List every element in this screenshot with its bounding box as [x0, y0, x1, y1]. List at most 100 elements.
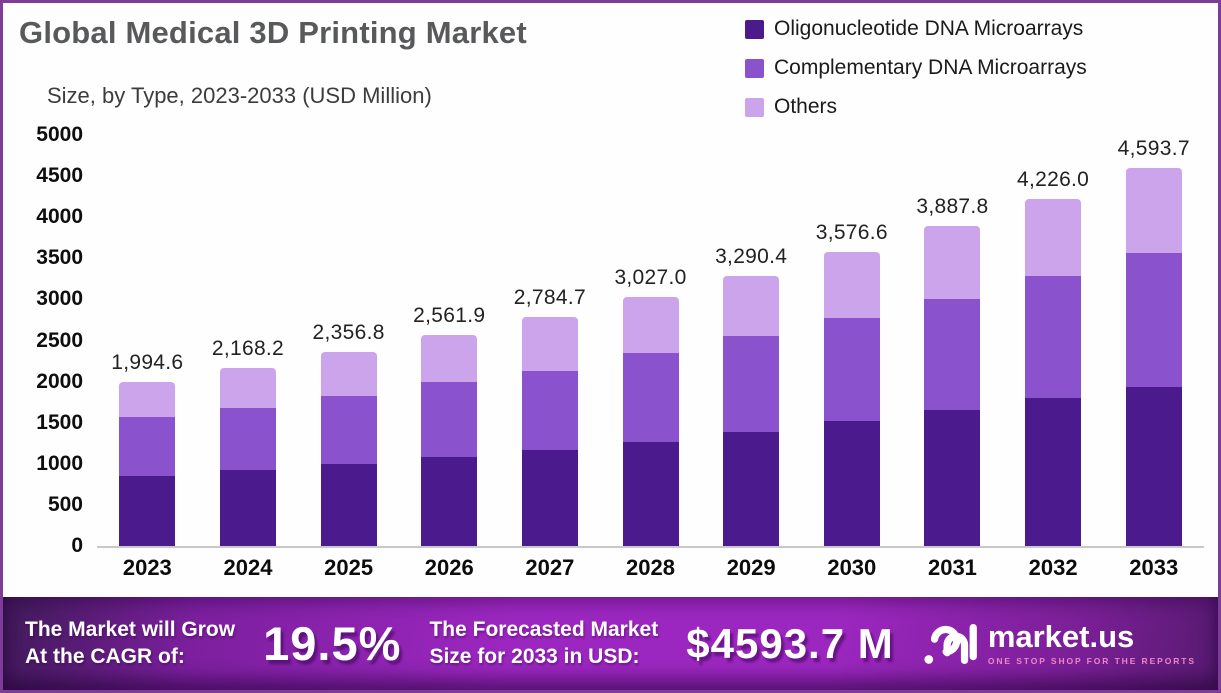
- y-tick-label: 5000: [36, 123, 83, 146]
- y-tick-label: 4000: [36, 205, 83, 229]
- y-tick-label: 1500: [36, 410, 83, 434]
- bar-segment-oligonucleotide: [421, 456, 478, 546]
- legend-swatch: [745, 58, 764, 78]
- bar-value-label: 3,576.6: [815, 221, 888, 245]
- bar-group: 4,226.0: [1003, 135, 1104, 546]
- bar-segment-oligonucleotide: [1025, 398, 1082, 546]
- y-tick-label: 3500: [36, 246, 83, 270]
- bar-segment-others: [723, 275, 780, 337]
- bar-stack: [1125, 168, 1182, 546]
- bar-stack: [622, 297, 679, 546]
- page-title: Global Medical 3D Printing Market: [19, 15, 527, 50]
- legend: Oligonucleotide DNA Microarrays Compleme…: [745, 17, 1087, 134]
- bar-group: 4,593.7: [1103, 135, 1204, 546]
- bar-segment-others: [521, 317, 578, 371]
- x-tick-label: 2033: [1129, 555, 1179, 580]
- bar-value-label: 2,784.7: [513, 286, 586, 310]
- bar-segment-oligonucleotide: [723, 431, 780, 546]
- legend-label: Oligonucleotide DNA Microarrays: [774, 17, 1084, 40]
- bar-segment-others: [924, 226, 981, 300]
- bar-segment-others: [622, 297, 679, 353]
- y-axis: 0 500 1000 1500 2000 2500 3000 3500 4000 4500 5000: [9, 123, 83, 557]
- y-tick-label: 3000: [36, 287, 83, 311]
- x-tick-label: 2024: [223, 555, 273, 580]
- bar-segment-others: [320, 352, 377, 397]
- bar-segment-complementary: [421, 382, 478, 457]
- legend-item: Complementary DNA Microarrays: [745, 56, 1087, 80]
- bar-segment-complementary: [119, 416, 176, 477]
- legend-label: Others: [774, 95, 838, 118]
- bar-group: 3,027.0: [600, 135, 701, 546]
- bar-stack: [1025, 198, 1082, 546]
- y-tick-label: 2500: [36, 328, 83, 352]
- bar-segment-oligonucleotide: [924, 410, 981, 546]
- legend-label: Complementary DNA Microarrays: [774, 56, 1087, 79]
- bar-segment-complementary: [521, 370, 578, 450]
- bar-group: 3,290.4: [701, 135, 802, 546]
- bars-row: 1,994.6 2,168.2 2,356.8 2,561.9 2,784.7 3,027…: [97, 135, 1204, 546]
- bar-segment-complementary: [1025, 275, 1082, 399]
- cagr-line1: The Market will Grow: [25, 618, 236, 642]
- bar-segment-oligonucleotide: [320, 463, 377, 546]
- x-labels-row: 2023 2024 2025 2026 2027 2028 2029 2030 2031 2032…: [97, 555, 1204, 581]
- bar-segment-complementary: [723, 336, 780, 432]
- x-tick-label: 2027: [525, 555, 575, 580]
- forecast-value: $4593.7 M: [686, 619, 894, 667]
- bar-segment-complementary: [320, 396, 377, 464]
- forecast-line2: Size for 2033 in USD:: [429, 644, 640, 668]
- bar-segment-complementary: [1125, 252, 1182, 387]
- legend-swatch: [745, 19, 764, 39]
- y-tick-label: 4500: [36, 164, 83, 188]
- bar-group: 2,561.9: [399, 135, 500, 546]
- bar-group: 1,994.6: [97, 135, 198, 546]
- bar-value-label: 2,168.2: [211, 336, 285, 360]
- bar-segment-others: [119, 382, 176, 417]
- bar-segment-oligonucleotide: [119, 476, 176, 546]
- cagr-value: 19.5%: [263, 617, 402, 670]
- brand-logo: market.us ONE STOP SHOP FOR THE REPORTS: [922, 621, 1196, 667]
- bar-segment-complementary: [622, 352, 679, 442]
- x-tick-label: 2025: [324, 555, 374, 580]
- x-tick-label: 2029: [726, 555, 776, 580]
- bar-value-label: 4,593.7: [1117, 137, 1190, 161]
- plot-area: 1,994.6 2,168.2 2,356.8 2,561.9 2,784.7 3,027…: [97, 135, 1204, 548]
- bar-group: 2,784.7: [500, 135, 601, 546]
- bar-stack: [219, 367, 276, 546]
- bar-segment-oligonucleotide: [1125, 386, 1182, 546]
- bar-segment-others: [421, 335, 478, 383]
- bar-stack: [521, 317, 578, 546]
- bar-value-label: 3,887.8: [916, 195, 989, 219]
- bar-stack: [320, 352, 377, 546]
- bar-value-label: 3,027.0: [614, 266, 687, 290]
- page-subtitle: Size, by Type, 2023-2033 (USD Million): [47, 83, 432, 108]
- x-tick-label: 2028: [626, 555, 675, 580]
- y-tick-label: 2000: [36, 369, 83, 393]
- forecast-line1: The Forecasted Market: [429, 618, 659, 642]
- bar-value-label: 3,290.4: [715, 244, 788, 268]
- bar-group: 2,168.2: [198, 135, 299, 546]
- market-us-swirl-icon: [924, 623, 977, 664]
- y-tick-label: 1000: [36, 451, 83, 475]
- bar-group: 3,887.8: [902, 135, 1003, 546]
- bar-stack: [723, 275, 780, 546]
- y-tick-label: 0: [71, 534, 83, 557]
- bar-segment-others: [219, 367, 276, 408]
- brand-tagline: ONE STOP SHOP FOR THE REPORTS: [987, 656, 1196, 666]
- x-tick-label: 2032: [1028, 555, 1078, 580]
- x-tick-label: 2030: [827, 555, 877, 580]
- bar-segment-complementary: [823, 317, 880, 422]
- brand-name: market.us: [987, 619, 1135, 654]
- bar-stack: [119, 382, 176, 546]
- bar-segment-complementary: [924, 299, 981, 411]
- bar-group: 3,576.6: [801, 135, 902, 546]
- cagr-text: The Market will Grow At the CAGR of:: [25, 617, 235, 670]
- legend-swatch: [745, 97, 764, 117]
- bar-stack: [924, 226, 981, 546]
- bar-segment-oligonucleotide: [521, 449, 578, 546]
- x-tick-label: 2031: [927, 555, 977, 580]
- bar-value-label: 2,561.9: [413, 304, 486, 328]
- bar-segment-oligonucleotide: [622, 441, 679, 546]
- legend-item: Oligonucleotide DNA Microarrays: [745, 17, 1087, 41]
- bar-segment-oligonucleotide: [823, 421, 880, 546]
